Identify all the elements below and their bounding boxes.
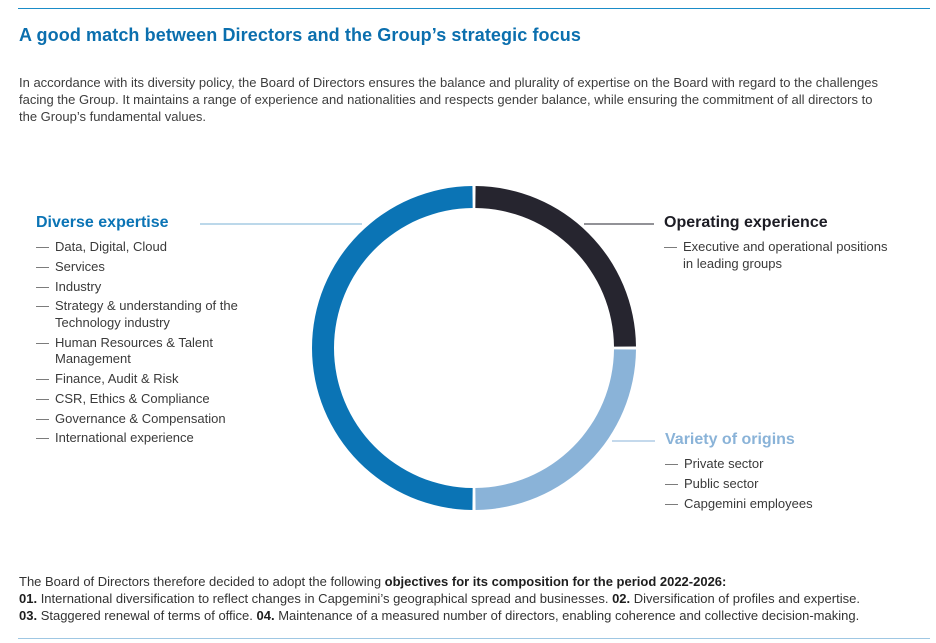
objective-number: 03. bbox=[19, 608, 38, 623]
list-item: Capgemini employees bbox=[665, 496, 895, 513]
diverse-expertise-list: Data, Digital, Cloud Services Industry S… bbox=[36, 239, 266, 450]
list-item: Industry bbox=[36, 279, 266, 296]
objectives-footer: The Board of Directors therefore decided… bbox=[19, 573, 924, 624]
objective-text: International diversification to reflect… bbox=[37, 591, 613, 606]
operating-experience-title: Operating experience bbox=[664, 214, 828, 231]
list-item: Private sector bbox=[665, 456, 895, 473]
donut-segment-diverse-expertise bbox=[311, 186, 473, 510]
list-item: CSR, Ethics & Compliance bbox=[36, 391, 266, 408]
top-divider bbox=[18, 8, 930, 9]
footer-lead-bold: objectives for its composition for the p… bbox=[384, 574, 727, 589]
list-item: Services bbox=[36, 259, 266, 276]
list-item: Executive and operational positions in l… bbox=[664, 239, 894, 272]
page-title: A good match between Directors and the G… bbox=[19, 25, 581, 45]
list-item: Public sector bbox=[665, 476, 895, 493]
objective-number: 04. bbox=[256, 608, 275, 623]
list-item: Human Resources & Talent Management bbox=[36, 335, 266, 368]
objective-text: Maintenance of a measured number of dire… bbox=[274, 608, 860, 623]
bottom-divider bbox=[18, 638, 930, 639]
objective-number: 02. bbox=[612, 591, 631, 606]
list-item: Governance & Compensation bbox=[36, 411, 266, 428]
list-item: Strategy & understanding of the Technolo… bbox=[36, 298, 266, 331]
objective-number: 01. bbox=[19, 591, 38, 606]
donut-segment-operating-experience bbox=[475, 186, 636, 347]
diverse-expertise-title: Diverse expertise bbox=[36, 214, 169, 231]
footer-lead: The Board of Directors therefore decided… bbox=[19, 574, 385, 589]
list-item: Data, Digital, Cloud bbox=[36, 239, 266, 256]
variety-of-origins-title: Variety of origins bbox=[665, 431, 795, 448]
intro-paragraph: In accordance with its diversity policy,… bbox=[19, 75, 878, 124]
variety-of-origins-list: Private sector Public sector Capgemini e… bbox=[665, 456, 895, 516]
operating-experience-list: Executive and operational positions in l… bbox=[664, 239, 894, 275]
objective-text: Staggered renewal of terms of office. bbox=[37, 608, 257, 623]
donut-segment-variety-of-origins bbox=[475, 349, 636, 510]
list-item: International experience bbox=[36, 430, 266, 447]
list-item: Finance, Audit & Risk bbox=[36, 371, 266, 388]
objective-text: Diversification of profiles and expertis… bbox=[630, 591, 860, 606]
